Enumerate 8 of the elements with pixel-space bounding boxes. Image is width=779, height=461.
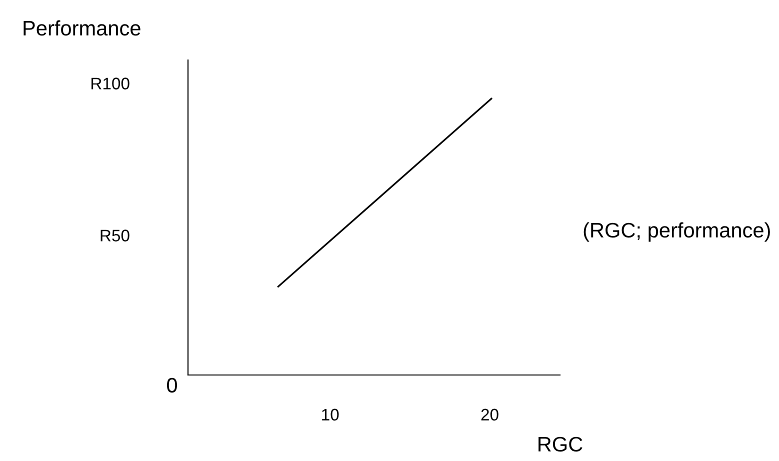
x-tick-label: 10	[322, 408, 339, 421]
x-axis-title: RGC	[538, 436, 582, 452]
x-tick-label: 20	[481, 408, 498, 421]
text: R100	[92, 78, 130, 90]
y-axis-title: Performance	[24, 20, 140, 36]
text: (RGC; performance)	[584, 222, 770, 242]
text: R50	[100, 230, 130, 242]
text: 0	[167, 378, 177, 393]
